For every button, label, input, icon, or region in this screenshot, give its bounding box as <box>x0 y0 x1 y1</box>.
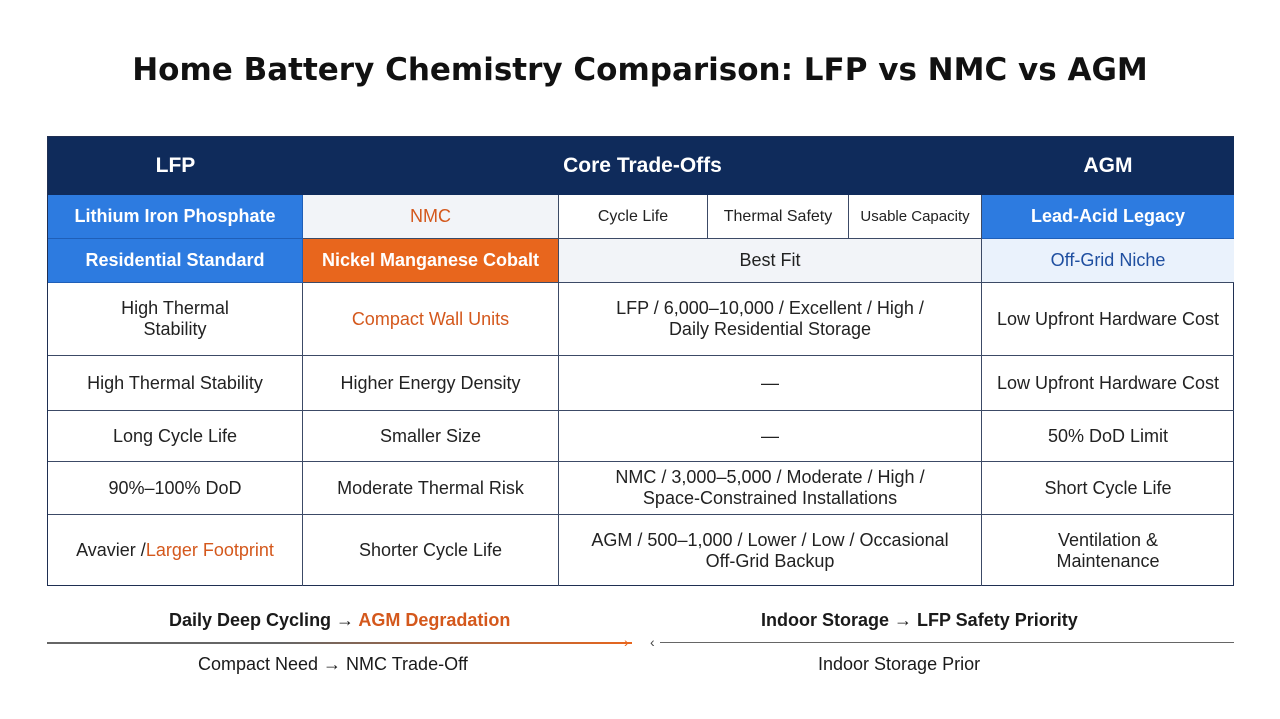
table-cell-nmc: Moderate Thermal Risk <box>303 462 559 515</box>
agm-off-grid-niche: Off-Grid Niche <box>982 239 1234 283</box>
lfp-full-name: Lithium Iron Phosphate <box>48 195 303 239</box>
table-cell-agm: Low Upfront Hardware Cost <box>982 283 1234 356</box>
table-cell-lfp: High Thermal Stability <box>48 356 303 411</box>
table-cell-lfp: Avavier / Larger Footprint <box>48 515 303 586</box>
nmc-full-name: Nickel Manganese Cobalt <box>303 239 559 283</box>
header-agm: AGM <box>982 137 1234 195</box>
table-cell-agm: Low Upfront Hardware Cost <box>982 356 1234 411</box>
table-cell-nmc: Shorter Cycle Life <box>303 515 559 586</box>
flow-arrow-line-right <box>660 642 1234 643</box>
arrow-right-icon: › <box>624 634 629 650</box>
table-cell-nmc: Higher Energy Density <box>303 356 559 411</box>
table-cell-core: — <box>559 356 982 411</box>
lfp-prefix-text: Avavier / <box>76 540 146 560</box>
table-cell-agm: Short Cycle Life <box>982 462 1234 515</box>
header-core-tradeoffs: Core Trade-Offs <box>303 137 982 195</box>
table-cell-core: NMC / 3,000–5,000 / Moderate / High / Sp… <box>559 462 982 515</box>
flow-compact-need: Compact Need → NMC Trade-Off <box>198 654 468 674</box>
table-cell-nmc: Smaller Size <box>303 411 559 462</box>
table-cell-core: AGM / 500–1,000 / Lower / Low / Occasion… <box>559 515 982 586</box>
flow-indoor-safety: Indoor Storage → LFP Safety Priority <box>761 610 1078 630</box>
table-cell-core: LFP / 6,000–10,000 / Excellent / High / … <box>559 283 982 356</box>
table-cell-lfp: Long Cycle Life <box>48 411 303 462</box>
comparison-table: LFP Core Trade-Offs AGM Lithium Iron Pho… <box>47 136 1234 586</box>
arrow-left-icon: ‹ <box>650 634 655 650</box>
lfp-larger-footprint: Larger Footprint <box>145 540 274 560</box>
table-cell-lfp: High Thermal Stability <box>48 283 303 356</box>
flow-deep-cycling: Daily Deep Cycling → AGM Degradation <box>169 610 510 631</box>
table-cell-nmc: Compact Wall Units <box>303 283 559 356</box>
table-cell-agm: Ventilation & Maintenance <box>1056 529 1160 571</box>
flow-deep-cycling-text: Daily Deep Cycling → <box>169 610 359 630</box>
flow-indoor-storage-prior: Indoor Storage Prior <box>818 654 981 674</box>
lfp-residential-standard: Residential Standard <box>48 239 303 283</box>
nmc-label: NMC <box>303 195 559 239</box>
table-cell-agm: 50% DoD Limit <box>982 411 1234 462</box>
flow-agm-degradation: AGM Degradation <box>358 610 511 630</box>
page-title: Home Battery Chemistry Comparison: LFP v… <box>132 52 1148 88</box>
agm-lead-acid-legacy: Lead-Acid Legacy <box>982 195 1234 239</box>
col-thermal-safety: Thermal Safety <box>708 195 849 239</box>
best-fit-label: Best Fit <box>559 239 982 283</box>
header-lfp: LFP <box>48 137 303 195</box>
table-cell-lfp: 90%–100% DoD <box>48 462 303 515</box>
col-usable-capacity: Usable Capacity <box>849 195 982 239</box>
table-cell-core: — <box>559 411 982 462</box>
col-cycle-life: Cycle Life <box>559 195 708 239</box>
flow-arrow-line-left <box>47 642 632 644</box>
